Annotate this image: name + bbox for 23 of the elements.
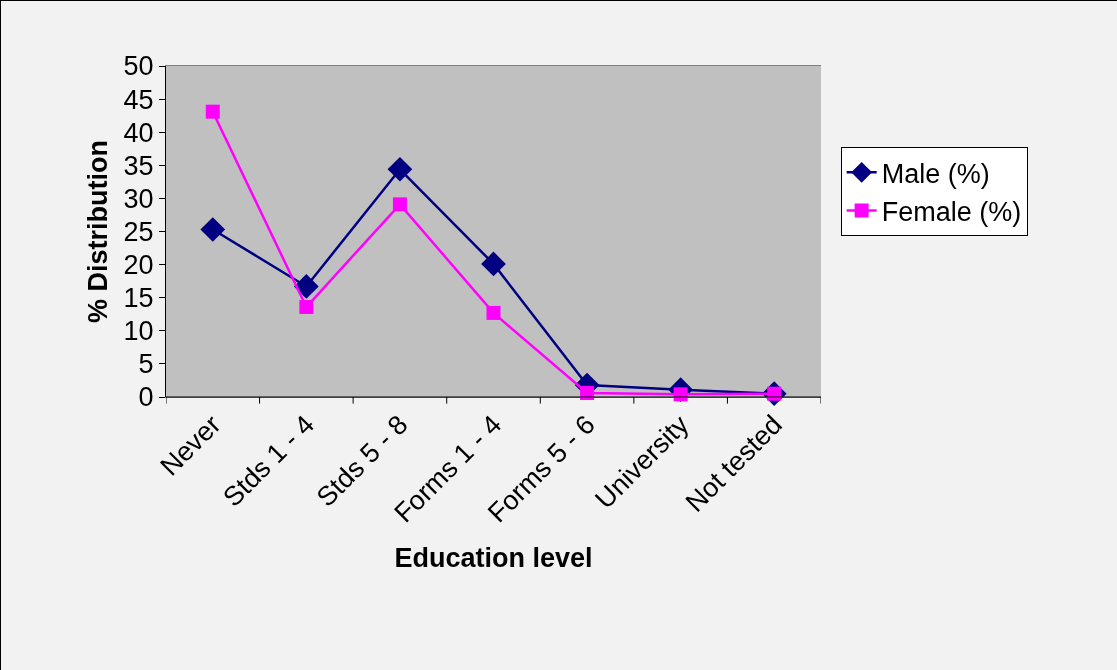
y-tick-label: 25 — [123, 216, 154, 247]
y-tick-label: 35 — [123, 150, 154, 181]
point — [481, 251, 506, 277]
point — [200, 217, 226, 242]
legend-label: Female (%) — [881, 196, 1022, 227]
y-tick-label: 40 — [123, 117, 154, 148]
point — [299, 299, 314, 314]
x-axis-title: Education level — [394, 542, 593, 573]
y-tick-label: 5 — [138, 349, 154, 380]
legend-label: Male (%) — [881, 158, 990, 189]
point — [486, 305, 501, 320]
y-tick-label: 20 — [123, 250, 154, 281]
y-tick-label: 45 — [123, 84, 154, 115]
point — [392, 197, 407, 212]
y-axis-title: % Distribution — [82, 140, 113, 323]
y-tick-label: 10 — [123, 316, 154, 347]
y-tick-label: 30 — [123, 183, 154, 214]
point — [387, 156, 413, 182]
y-tick-label: 0 — [138, 382, 154, 413]
y-tick-label: 15 — [123, 283, 154, 314]
point — [205, 104, 220, 119]
point — [294, 274, 319, 299]
y-tick-label: 50 — [123, 51, 154, 82]
